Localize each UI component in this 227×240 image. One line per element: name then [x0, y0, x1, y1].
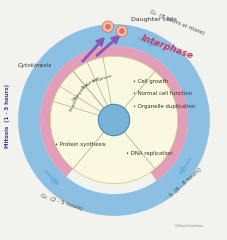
Text: Mitosis  (1 - 3 hours): Mitosis (1 - 3 hours) — [5, 84, 10, 148]
Text: Cytokinesis: Cytokinesis — [18, 63, 52, 68]
Text: ©DaveCarlson: ©DaveCarlson — [172, 224, 202, 228]
Text: G₁  (8 hours or more): G₁ (8 hours or more) — [148, 9, 204, 36]
Text: • Organelle duplication: • Organelle duplication — [133, 103, 195, 108]
Text: • DNA replication: • DNA replication — [126, 151, 172, 156]
Circle shape — [116, 25, 127, 37]
Text: • Normal cell function: • Normal cell function — [133, 91, 191, 96]
Wedge shape — [18, 24, 209, 216]
Circle shape — [102, 21, 113, 32]
Text: S  (6 - 8 hours): S (6 - 8 hours) — [168, 167, 202, 198]
Text: • Cell growth: • Cell growth — [133, 79, 168, 84]
Text: Metaphase: Metaphase — [72, 81, 90, 102]
Circle shape — [50, 56, 177, 184]
Circle shape — [98, 104, 129, 136]
Text: Prophase: Prophase — [69, 92, 81, 112]
Circle shape — [105, 24, 110, 30]
Text: Telophase: Telophase — [90, 74, 112, 84]
Text: Anaphase: Anaphase — [80, 76, 101, 90]
Wedge shape — [40, 46, 187, 181]
Text: Daughter cells: Daughter cells — [131, 17, 177, 22]
Text: • Protein synthesis: • Protein synthesis — [54, 142, 105, 147]
Text: Interphase: Interphase — [140, 33, 194, 60]
Text: G₂  (2 - 5 hours): G₂ (2 - 5 hours) — [40, 194, 83, 212]
Circle shape — [118, 28, 124, 34]
